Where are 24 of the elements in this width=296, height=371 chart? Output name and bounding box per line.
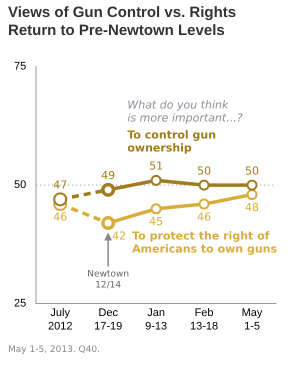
- data-label: 50: [245, 164, 260, 178]
- data-label: 51: [149, 160, 164, 173]
- x-tick-label: May 1-5: [242, 307, 263, 332]
- y-tick-label: 50: [14, 179, 26, 192]
- x-tick-label: Jan 9-13: [145, 307, 168, 332]
- chart-title: Views of Gun Control vs. Rights Return to Pre-Newtown Levels: [8, 4, 238, 40]
- data-label: 50: [197, 164, 212, 178]
- data-label: 47: [53, 178, 68, 192]
- data-label: 48: [245, 200, 260, 214]
- y-tick-label: 25: [14, 298, 26, 310]
- data-label: 46: [197, 210, 212, 224]
- data-label: 42: [112, 229, 126, 242]
- data-label: 46: [53, 210, 68, 224]
- text: To control gun ownership: [127, 128, 216, 155]
- y-tick-label: 75: [14, 60, 26, 73]
- x-tick-label: July 2012: [48, 307, 72, 332]
- x-tick-label: Feb 13-18: [190, 307, 218, 332]
- text: May 1-5, 2013. Q40.: [8, 345, 100, 355]
- x-tick-label: Dec 17-19: [94, 307, 122, 332]
- annotation: Newtown 12/14: [87, 269, 130, 290]
- data-label: 49: [101, 169, 116, 182]
- series-label: To protect the right of Americans to own guns: [132, 229, 278, 256]
- annotation: What do you think is more important...?: [127, 98, 243, 125]
- data-label: 45: [149, 215, 164, 228]
